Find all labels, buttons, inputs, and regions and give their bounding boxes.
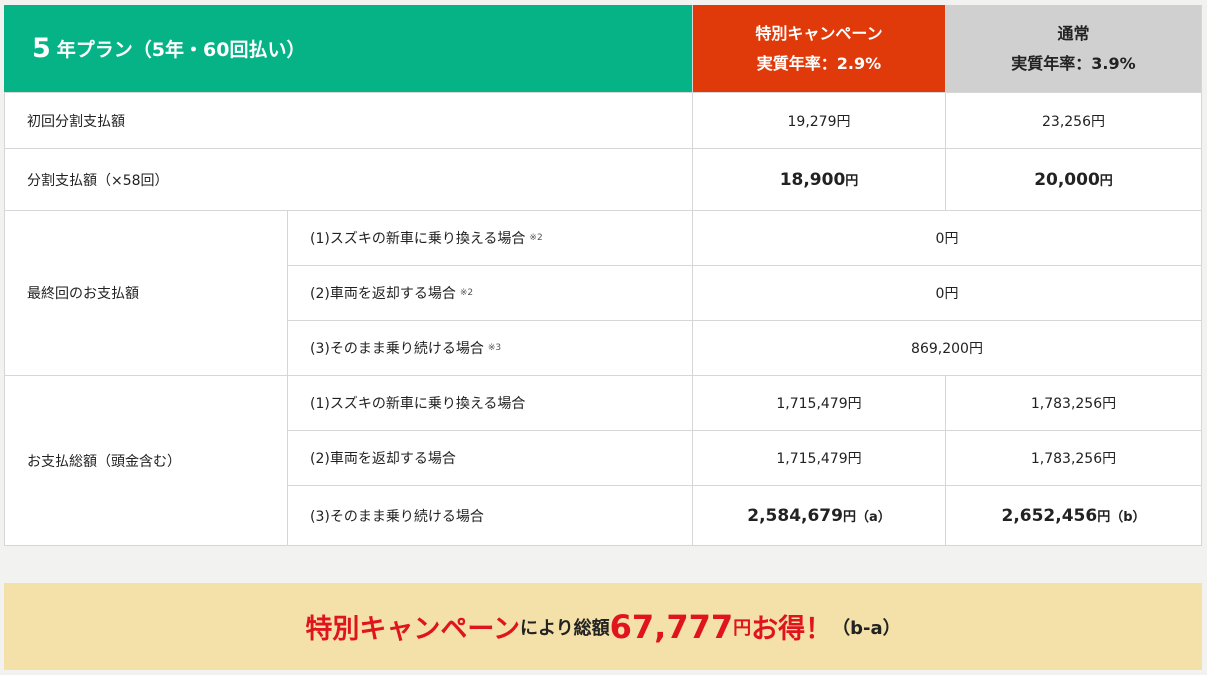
installment-special: 18,900 円 xyxy=(693,149,946,211)
plan-number: 5 xyxy=(32,33,51,64)
final-payment-label: 最終回のお支払額 xyxy=(4,211,288,376)
case-label: (3)そのまま乗り続ける場合 xyxy=(310,341,484,357)
installment-normal-value: 20,000 xyxy=(1034,169,1100,190)
case-label: (1)スズキの新車に乗り換える場合 xyxy=(310,231,526,247)
value: 2,652,456 xyxy=(1001,505,1098,526)
final-case-1-value: 0円 xyxy=(693,211,1202,266)
installment-label: 分割支払額（×58回） xyxy=(4,149,693,211)
first-payment-special: 19,279円 xyxy=(693,93,946,149)
suffix: 円（a） xyxy=(842,510,891,525)
installment-normal: 20,000 円 xyxy=(946,149,1202,211)
total-case-2: (2)車両を返却する場合 xyxy=(288,431,693,486)
final-case-2: (2)車両を返却する場合 ※2 xyxy=(288,266,693,321)
normal-rate: 実質年率：3.9% xyxy=(1011,53,1136,73)
savings-amount: 67,777 xyxy=(609,607,734,646)
final-case-3: (3)そのまま乗り続ける場合 ※3 xyxy=(288,321,693,376)
special-rate: 実質年率：2.9% xyxy=(756,53,882,73)
total-case-1-normal: 1,783,256円 xyxy=(946,376,1202,431)
yen-unit: 円 xyxy=(733,617,752,639)
first-payment-normal: 23,256円 xyxy=(946,93,1202,149)
final-case-3-value: 869,200円 xyxy=(693,321,1202,376)
total-case-3-special: 2,584,679 円（a） xyxy=(693,486,946,546)
total-case-1: (1)スズキの新車に乗り換える場合 xyxy=(288,376,693,431)
mid-text: により総額 xyxy=(520,617,610,639)
total-label: お支払総額（頭金含む） xyxy=(4,376,288,546)
plan-title: 年プラン（5年・60回払い） xyxy=(56,39,306,61)
total-case-3-normal: 2,652,456 円（b） xyxy=(946,486,1202,546)
normal-title: 通常 xyxy=(1057,23,1090,43)
final-case-1: (1)スズキの新車に乗り換える場合 ※2 xyxy=(288,211,693,266)
note: ※3 xyxy=(487,343,502,353)
case-label: (2)車両を返却する場合 xyxy=(310,286,456,302)
total-case-2-normal: 1,783,256円 xyxy=(946,431,1202,486)
first-payment-label: 初回分割支払額 xyxy=(4,93,693,149)
total-case-3: (3)そのまま乗り続ける場合 xyxy=(288,486,693,546)
value: 2,584,679 xyxy=(747,505,843,526)
normal-header: 通常実質年率：3.9% xyxy=(946,5,1202,93)
campaign-text: 特別キャンペーン xyxy=(305,614,520,645)
savings-banner: 特別キャンペーン により総額 67,777 円 お得！ （b-a） xyxy=(4,583,1202,670)
total-case-1-special: 1,715,479円 xyxy=(693,376,946,431)
installment-special-value: 18,900 xyxy=(779,169,846,190)
note: ※2 xyxy=(529,233,543,243)
otoku-text: お得！ xyxy=(751,614,833,645)
formula: （b-a） xyxy=(832,617,901,639)
unit: 円 xyxy=(1099,174,1113,189)
special-title: 特別キャンペーン xyxy=(755,23,883,43)
unit: 円 xyxy=(845,174,859,189)
total-case-2-special: 1,715,479円 xyxy=(693,431,946,486)
plan-header: 5 年プラン（5年・60回払い） xyxy=(4,5,693,93)
suffix: 円（b） xyxy=(1097,510,1146,525)
final-case-2-value: 0円 xyxy=(693,266,1202,321)
special-campaign-header: 特別キャンペーン 実質年率：2.9% xyxy=(693,5,946,93)
note: ※2 xyxy=(459,288,474,298)
